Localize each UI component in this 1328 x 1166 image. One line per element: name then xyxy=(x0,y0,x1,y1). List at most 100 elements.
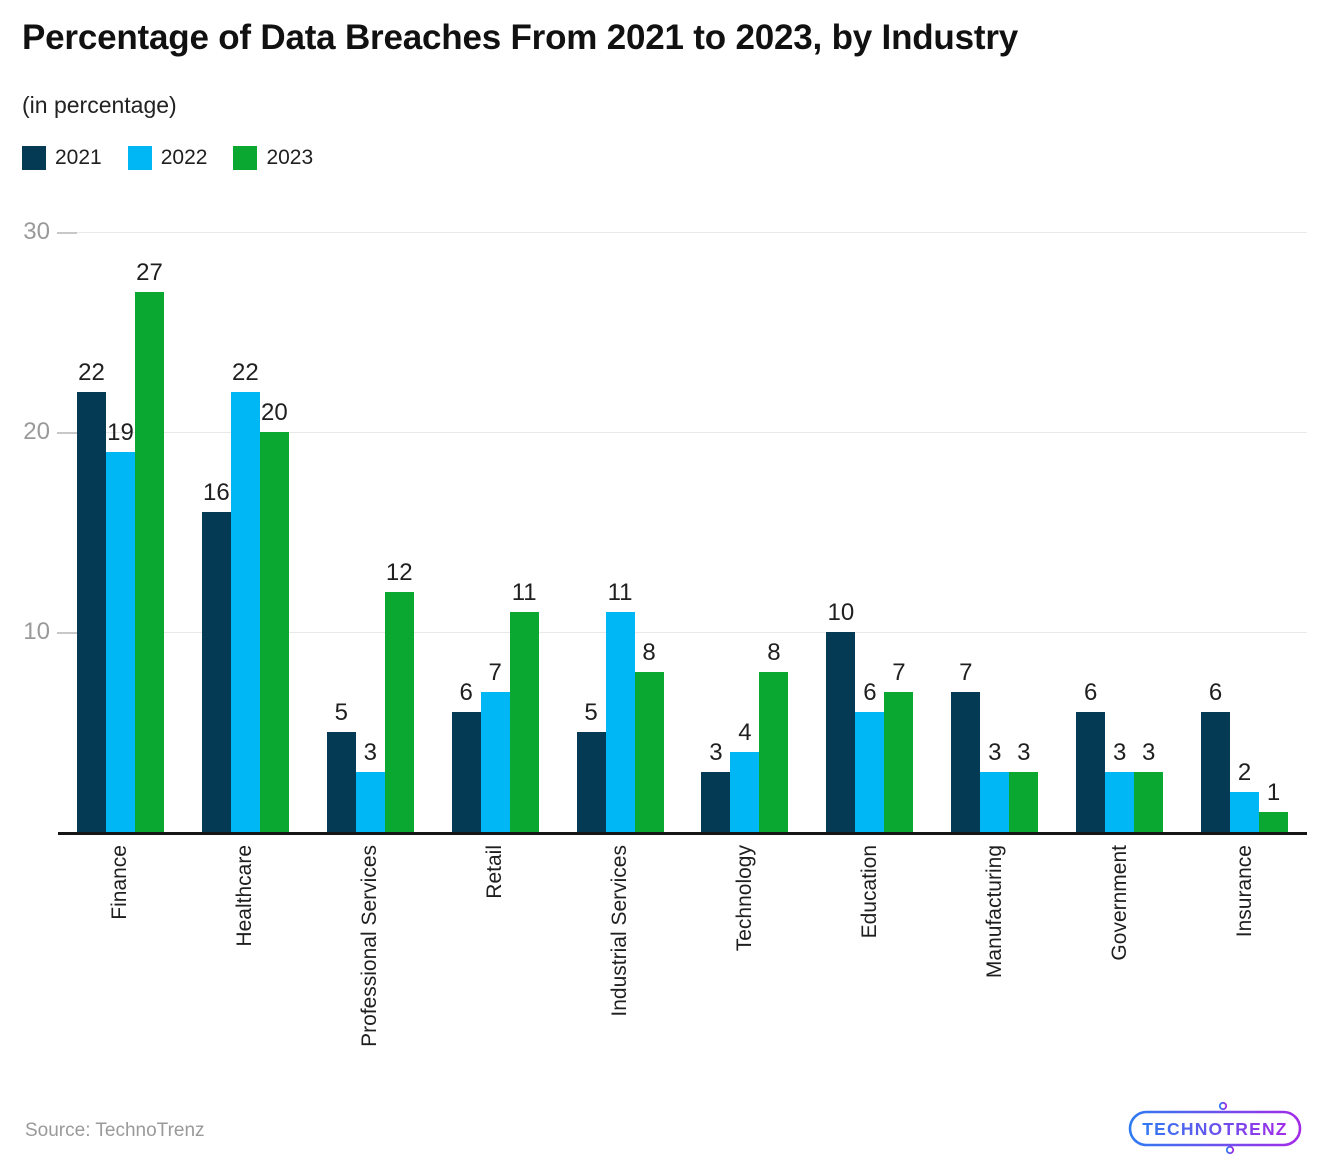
y-tick-10 xyxy=(57,631,77,634)
source-text: Source: TechnoTrenz xyxy=(25,1120,205,1141)
legend-swatch-2021 xyxy=(22,146,46,170)
x-axis-label-cell-professional-services: Professional Services xyxy=(308,845,433,1047)
x-axis-labels: Finance Healthcare Professional Services Re… xyxy=(58,845,1307,1047)
bar-2023-government xyxy=(1134,772,1164,832)
x-axis-label-cell-technology: Technology xyxy=(683,845,808,1047)
y-tick-30 xyxy=(57,231,77,234)
bar-2022-technology xyxy=(730,752,760,832)
technotrenz-logo: TECHNOTRENZ xyxy=(1128,1101,1302,1155)
bar-group-healthcare: 16 22 20 xyxy=(183,232,308,832)
bar-column-2021-retail: 6 xyxy=(451,232,481,832)
bar-2021-industrial-services xyxy=(576,732,606,832)
logo-frame xyxy=(1128,1110,1302,1147)
bar-2023-retail xyxy=(509,612,539,832)
bar-2021-professional-services xyxy=(326,732,356,832)
bar-column-2021-technology: 3 xyxy=(701,232,731,832)
bar-2023-education xyxy=(884,692,914,832)
x-axis-label-retail: Retail xyxy=(483,845,507,899)
bar-column-2022-government: 3 xyxy=(1105,232,1135,832)
bar-value-label: 5 xyxy=(584,699,598,726)
x-axis-label-industrial-services: Industrial Services xyxy=(608,845,632,1017)
y-tick-label-20: 20 xyxy=(23,418,50,445)
x-axis-label-insurance: Insurance xyxy=(1232,845,1256,938)
bar-2022-industrial-services xyxy=(605,612,635,832)
bar-2023-professional-services xyxy=(384,592,414,832)
bar-column-2023-healthcare: 20 xyxy=(259,232,289,832)
bar-2021-education xyxy=(826,632,856,832)
bar-2021-finance xyxy=(76,392,106,832)
legend-swatch-2023 xyxy=(233,146,258,170)
x-axis-label-healthcare: Healthcare xyxy=(233,845,257,947)
gridline-20 xyxy=(58,432,1307,433)
bar-column-2022-education: 6 xyxy=(855,232,885,832)
bar-2021-technology xyxy=(701,772,731,832)
bar-value-label: 6 xyxy=(863,679,877,706)
bar-value-label: 8 xyxy=(642,639,656,666)
plot-area: 22 19 27 16 22 20 5 3 12 6 7 11 5 11 8 3 4 8 10 6 7 7 3 3 6 3 3 6 2 1 xyxy=(58,232,1307,832)
bar-2022-healthcare xyxy=(230,392,260,832)
bar-value-label: 11 xyxy=(607,579,633,606)
x-axis-label-cell-government: Government xyxy=(1057,845,1182,1047)
bar-value-label: 20 xyxy=(261,399,288,426)
legend-item-2023: 2023 xyxy=(233,146,313,170)
bar-value-label: 2 xyxy=(1237,759,1252,786)
bar-value-label: 22 xyxy=(78,359,105,386)
legend-item-2021: 2021 xyxy=(22,146,102,170)
x-axis-label-technology: Technology xyxy=(732,845,756,952)
x-axis-label-cell-industrial-services: Industrial Services xyxy=(558,845,683,1047)
y-tick-label-10: 10 xyxy=(23,618,50,645)
bar-column-2023-technology: 8 xyxy=(759,232,789,832)
x-axis-label-manufacturing: Manufacturing xyxy=(982,845,1006,979)
bar-column-2021-government: 6 xyxy=(1076,232,1106,832)
bar-column-2023-finance: 27 xyxy=(134,232,164,832)
bar-value-label: 1 xyxy=(1266,779,1281,806)
legend-label: 2021 xyxy=(55,146,102,169)
bar-value-label: 19 xyxy=(107,419,134,446)
y-tick-label-30: 30 xyxy=(23,218,50,245)
bar-column-2021-healthcare: 16 xyxy=(201,232,231,832)
bar-2023-manufacturing xyxy=(1009,772,1039,832)
logo-circuit-dot-top xyxy=(1218,1101,1228,1111)
bar-value-label: 6 xyxy=(459,679,473,706)
bar-column-2022-industrial-services: 11 xyxy=(605,232,635,832)
bar-2022-government xyxy=(1105,772,1135,832)
chart-subtitle: (in percentage) xyxy=(22,92,177,118)
chart-area: 10 20 30 22 19 27 16 22 20 5 3 12 6 7 11 5 11 8 3 4 8 10 6 7 7 3… xyxy=(0,219,1328,1112)
bar-column-2021-manufacturing: 7 xyxy=(951,232,981,832)
bar-value-label: 3 xyxy=(1017,739,1031,766)
bar-value-label: 6 xyxy=(1208,679,1223,706)
x-axis-label-cell-finance: Finance xyxy=(58,845,183,1047)
bar-2023-finance xyxy=(134,292,164,832)
logo-circuit-dot-bottom xyxy=(1225,1145,1235,1155)
bar-value-label: 11 xyxy=(511,579,537,606)
bar-value-label: 8 xyxy=(767,639,781,666)
bar-column-2021-professional-services: 5 xyxy=(326,232,356,832)
gridline-30 xyxy=(58,232,1307,233)
bar-column-2022-professional-services: 3 xyxy=(355,232,385,832)
x-axis-label-professional-services: Professional Services xyxy=(358,845,382,1047)
y-tick-20 xyxy=(57,431,77,434)
bar-column-2023-professional-services: 12 xyxy=(384,232,414,832)
bar-column-2022-technology: 4 xyxy=(730,232,760,832)
bar-value-label: 10 xyxy=(827,599,855,626)
x-axis-label-cell-retail: Retail xyxy=(433,845,558,1047)
bar-2021-healthcare xyxy=(201,512,231,832)
bar-column-2022-insurance: 2 xyxy=(1230,232,1260,832)
bar-value-label: 12 xyxy=(385,559,413,586)
bar-column-2023-industrial-services: 8 xyxy=(634,232,664,832)
x-axis-label-cell-insurance: Insurance xyxy=(1182,845,1307,1047)
bar-2023-healthcare xyxy=(259,432,289,832)
gridline-10 xyxy=(58,632,1307,633)
bar-column-2022-finance: 19 xyxy=(105,232,135,832)
bar-2022-retail xyxy=(480,692,510,832)
bar-value-label: 5 xyxy=(334,699,348,726)
bar-2022-manufacturing xyxy=(980,772,1010,832)
bar-2021-government xyxy=(1076,712,1106,832)
bar-column-2023-insurance: 1 xyxy=(1259,232,1289,832)
bar-2023-industrial-services xyxy=(634,672,664,832)
x-axis-label-cell-education: Education xyxy=(807,845,932,1047)
